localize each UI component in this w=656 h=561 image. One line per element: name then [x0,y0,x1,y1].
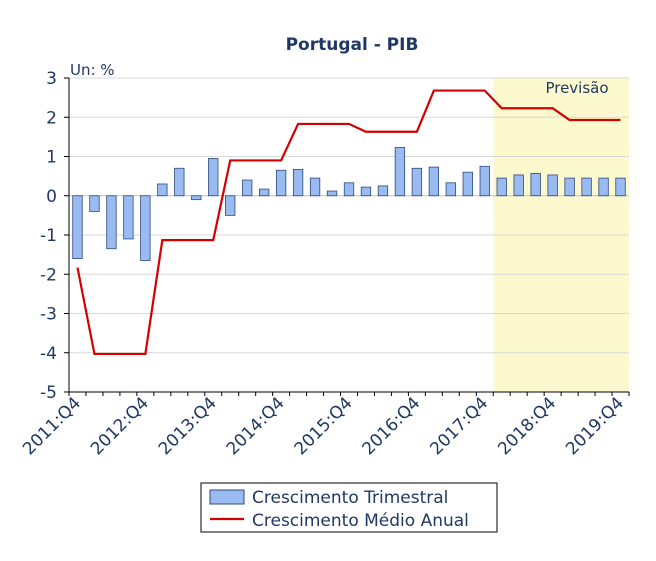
bar [462,171,473,197]
bar [208,158,219,197]
bar [242,179,253,197]
bar [292,169,304,197]
bar [191,195,202,201]
x-tick-label: 2012:Q4 [87,393,153,459]
bar [140,195,151,261]
legend: Crescimento Trimestral Crescimento Médio… [200,482,498,533]
legend-box [200,482,498,533]
chart-title: Portugal - PIB [286,35,419,55]
y-tick-label: -1 [40,226,57,246]
x-tick-label: 2011:Q4 [19,393,85,459]
bar [123,195,134,240]
bar [581,177,592,197]
bar [157,183,168,197]
bar [258,188,270,197]
bar [72,195,83,259]
x-tick-label: 2014:Q4 [223,393,289,459]
y-tick-label: -3 [40,305,57,325]
y-tick-label: -2 [40,265,57,285]
bar [275,169,287,197]
legend-label-crescimento-medio-anual: Crescimento Médio Anual [252,511,469,531]
bar [89,195,100,212]
legend-label-crescimento-trimestral: Crescimento Trimestral [252,488,448,508]
x-tick-label: 2019:Q4 [562,393,628,459]
bar [343,182,355,197]
forecast-label: Previsão [545,79,608,97]
bar [377,185,389,197]
bar [496,177,507,197]
x-tick-label: 2015:Q4 [291,393,357,459]
bar [225,195,236,216]
y-tick-label: 0 [46,187,57,207]
bar [174,167,185,197]
bar [615,177,626,197]
unit-label: Un: % [70,61,115,79]
x-tick-label: 2016:Q4 [359,393,425,459]
bar [411,167,423,197]
bar [598,177,609,197]
bar [564,177,575,197]
y-tick-label: 2 [46,108,57,128]
bar [530,172,541,197]
line-series-crescimento-medio-anual [76,89,621,356]
bar [445,182,456,197]
bar [326,190,338,197]
bar [428,166,439,197]
legend-swatch-bar [209,489,245,505]
bar-series-crescimento-trimestral [72,147,626,261]
bar [479,165,490,197]
x-axis-ticks: 2011:Q4 2012:Q4 2013:Q4 2014:Q4 2015:Q4 2016:… [19,392,630,459]
bar [394,147,406,197]
bar [106,195,117,250]
y-tick-label: -5 [40,383,57,403]
bar [547,174,558,197]
bar [360,186,372,197]
y-tick-label: 3 [46,69,57,89]
x-tick-label: 2017:Q4 [426,393,492,459]
x-tick-label: 2013:Q4 [155,393,221,459]
y-axis-ticks: 3 2 1 0 -1 -2 -3 -4 -5 [40,69,69,403]
bar [513,174,524,197]
y-tick-label: 1 [46,148,57,168]
y-tick-label: -4 [40,344,57,364]
x-tick-label: 2018:Q4 [494,393,560,459]
bar [309,177,321,197]
